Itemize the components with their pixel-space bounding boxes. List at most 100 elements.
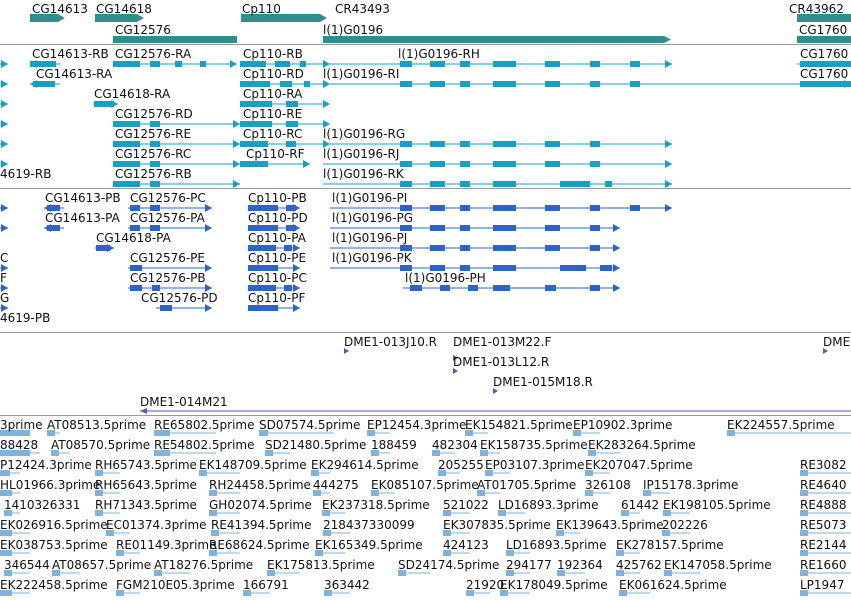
est-feature[interactable]: [154, 450, 216, 456]
gene-label[interactable]: CG14618: [96, 2, 152, 16]
transcript-feature[interactable]: [113, 60, 237, 68]
transcript-feature[interactable]: [797, 81, 851, 87]
est-feature[interactable]: [800, 590, 851, 596]
est-label[interactable]: SD21480.5prime: [265, 438, 367, 452]
est-label[interactable]: 88428: [0, 438, 39, 452]
est-label[interactable]: RH65643.5prime: [95, 478, 197, 492]
transcript-label[interactable]: CG12576-RB: [115, 167, 192, 181]
transcript-feature[interactable]: [113, 160, 240, 168]
transcript-feature[interactable]: [30, 60, 60, 68]
transcript-feature[interactable]: [323, 180, 672, 188]
est-feature[interactable]: [398, 570, 430, 576]
est-feature[interactable]: [371, 490, 395, 496]
protein-feature[interactable]: [248, 264, 300, 272]
transcript-label[interactable]: Cp110-RD: [243, 67, 304, 81]
est-label[interactable]: 21920: [466, 578, 505, 592]
est-feature[interactable]: [438, 470, 460, 476]
est-label[interactable]: AT18276.5prime: [154, 558, 254, 572]
est-feature[interactable]: [588, 450, 620, 456]
est-feature[interactable]: [315, 550, 345, 556]
est-label[interactable]: EP03107.3prime: [485, 458, 585, 472]
clone-label[interactable]: DME1-015M18.R: [493, 375, 593, 389]
est-label[interactable]: RE5073: [800, 518, 847, 532]
est-feature[interactable]: [95, 490, 120, 496]
transcript-feature[interactable]: [797, 61, 851, 67]
est-label[interactable]: RE3082: [800, 458, 847, 472]
transcript-label[interactable]: CG12576-RE: [115, 127, 192, 141]
protein-feature[interactable]: [0, 224, 8, 232]
est-feature[interactable]: [199, 470, 240, 476]
transcript-label[interactable]: CG14613-RA: [36, 67, 113, 81]
transcript-feature[interactable]: [323, 160, 672, 168]
est-feature[interactable]: [52, 570, 80, 576]
est-label[interactable]: 61442: [621, 498, 660, 512]
protein-feature[interactable]: [0, 304, 8, 312]
est-feature[interactable]: [500, 590, 530, 596]
est-feature[interactable]: [443, 530, 470, 536]
transcript-label[interactable]: CG12576-RA: [115, 47, 192, 61]
est-label[interactable]: SD07574.5prime: [259, 418, 361, 432]
est-feature[interactable]: [800, 490, 851, 496]
protein-label[interactable]: CG14613-PB: [45, 191, 121, 205]
transcript-label[interactable]: Cp110-RF: [246, 147, 305, 161]
est-label[interactable]: EK175813.5prime: [267, 558, 375, 572]
est-label[interactable]: EK207047.5prime: [585, 458, 693, 472]
protein-label[interactable]: l(1)G0196-PJ: [332, 231, 408, 245]
est-label[interactable]: 363442: [324, 578, 370, 592]
est-feature[interactable]: [585, 470, 610, 476]
protein-label[interactable]: l(1)G0196-PI: [332, 191, 408, 205]
est-feature[interactable]: [313, 490, 330, 496]
est-feature[interactable]: [466, 590, 490, 596]
est-feature[interactable]: [95, 510, 120, 516]
est-feature[interactable]: [800, 470, 851, 476]
est-label[interactable]: RE65802.5prime: [154, 418, 255, 432]
est-feature[interactable]: [265, 450, 290, 456]
gene-feature[interactable]: [797, 36, 851, 43]
transcript-feature[interactable]: [0, 60, 8, 68]
transcript-label[interactable]: CG1760: [800, 47, 849, 61]
est-feature[interactable]: [106, 530, 130, 536]
est-feature[interactable]: [443, 550, 470, 556]
est-label[interactable]: EK158735.5prime: [480, 438, 588, 452]
est-label[interactable]: EK148709.5prime: [199, 458, 307, 472]
clone-feature[interactable]: [140, 408, 851, 414]
protein-label[interactable]: 4619-PB: [0, 311, 51, 325]
est-label[interactable]: AT08657.5prime: [52, 558, 152, 572]
transcript-feature[interactable]: [93, 100, 118, 108]
gene-feature[interactable]: [95, 14, 144, 22]
est-feature[interactable]: [506, 570, 530, 576]
est-label[interactable]: AT08513.5prime: [47, 418, 147, 432]
est-feature[interactable]: [619, 590, 650, 596]
est-feature[interactable]: [800, 510, 851, 516]
est-label[interactable]: EK038753.5prime: [0, 538, 108, 552]
protein-feature[interactable]: [44, 204, 64, 212]
protein-label[interactable]: l(1)G0196-PK: [332, 251, 412, 265]
protein-label[interactable]: Cp110-PC: [248, 271, 307, 285]
est-feature[interactable]: [477, 490, 500, 496]
protein-label[interactable]: Cp110-PD: [248, 211, 308, 225]
est-feature[interactable]: [800, 570, 851, 576]
clone-label[interactable]: DME1-013M22.F: [453, 335, 552, 349]
est-label[interactable]: AT08570.5prime: [51, 438, 151, 452]
gene-feature[interactable]: [323, 36, 671, 43]
est-feature[interactable]: [371, 450, 390, 456]
clone-label[interactable]: DME1-013J10.R: [344, 335, 438, 349]
gene-label[interactable]: CG14613: [32, 2, 88, 16]
est-label[interactable]: EK026916.5prime: [0, 518, 108, 532]
transcript-label[interactable]: CG14613-RB: [32, 47, 109, 61]
est-label[interactable]: EK147058.5prime: [664, 558, 772, 572]
transcript-label[interactable]: l(1)G0196-RI: [323, 67, 400, 81]
transcript-label[interactable]: Cp110-RB: [243, 47, 303, 61]
transcript-label[interactable]: Cp110-RC: [243, 127, 303, 141]
est-feature[interactable]: [267, 570, 300, 576]
protein-feature[interactable]: [248, 284, 300, 292]
protein-label[interactable]: G: [0, 291, 10, 305]
protein-feature[interactable]: [156, 304, 212, 312]
est-feature[interactable]: [800, 550, 851, 556]
est-label[interactable]: EK154821.5prime: [465, 418, 573, 432]
est-label[interactable]: 1410326331: [4, 498, 81, 512]
clone-feature[interactable]: [453, 355, 458, 361]
protein-feature[interactable]: [330, 264, 620, 272]
protein-feature[interactable]: [44, 224, 64, 232]
protein-feature[interactable]: [95, 244, 114, 252]
